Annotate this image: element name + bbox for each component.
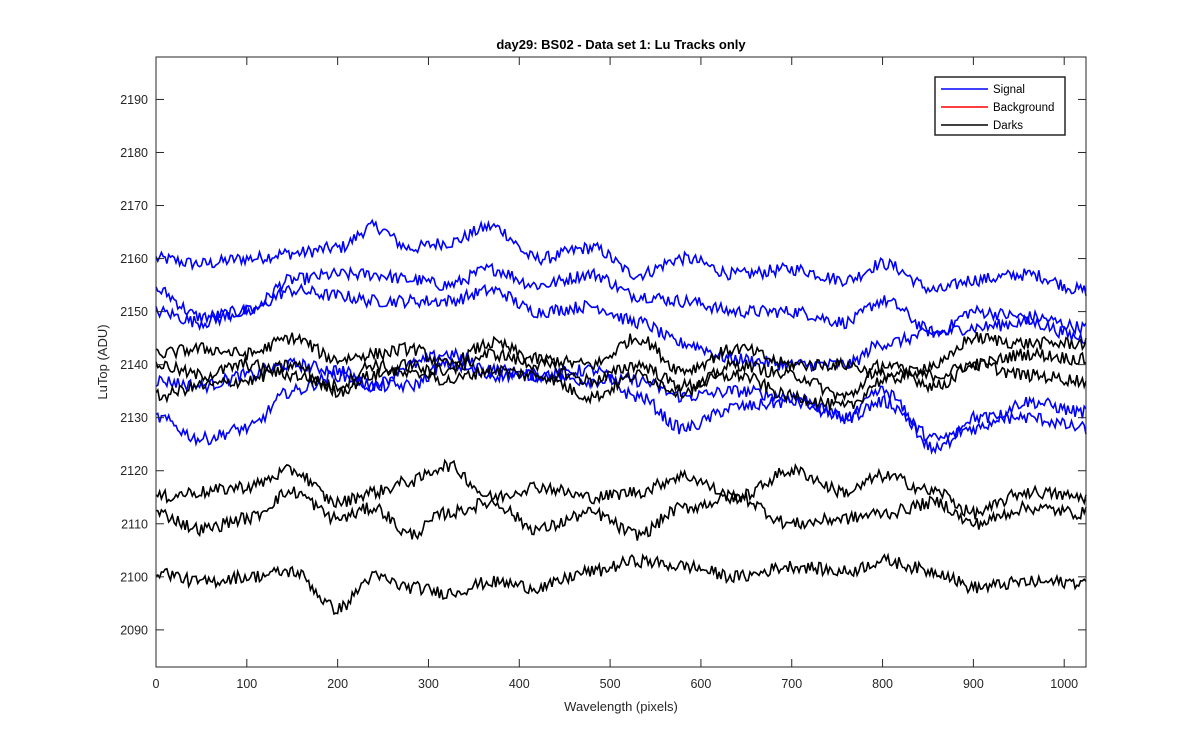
x-tick-label: 300 [418,677,439,691]
x-axis-label: Wavelength (pixels) [564,699,678,714]
plot-frame [155,56,1087,668]
y-tick-label: 2100 [120,570,148,584]
x-tick-label: 0 [153,677,160,691]
x-tick-label: 100 [236,677,257,691]
series-line-signal-0 [155,218,1087,296]
y-tick-label: 2130 [120,411,148,425]
series-line-signal-3 [155,346,1087,442]
legend: Signal Background Darks [934,76,1066,136]
legend-label-background: Background [993,102,1054,114]
x-tick-label: 800 [872,677,893,691]
x-tick-label: 400 [509,677,530,691]
x-tick-label: 500 [600,677,621,691]
y-tick-label: 2150 [120,305,148,319]
y-axis-label: LuTop (ADU) [95,324,110,399]
y-tick-label: 2110 [121,517,148,531]
legend-label-signal: Signal [993,84,1025,96]
y-tick-label: 2190 [120,93,148,107]
x-tick-label: 900 [963,677,984,691]
chart-title: day29: BS02 - Data set 1: Lu Tracks only [496,37,746,52]
series-line-darks-10 [155,552,1087,616]
series-layer [155,218,1087,616]
x-tick-label: 1000 [1050,677,1078,691]
y-tick-label: 2120 [120,464,148,478]
y-tick-label: 2090 [120,623,148,637]
series-line-darks-5 [155,332,1087,385]
y-tick-label: 2140 [120,358,148,372]
series-line-darks-8 [155,458,1087,520]
x-tick-label: 600 [690,677,711,691]
series-line-signal-1 [155,262,1087,338]
series-line-darks-9 [155,486,1087,541]
series-line-signal-2 [155,282,1087,373]
x-tick-label: 700 [781,677,802,691]
y-tick-label: 2170 [120,199,148,213]
x-tick-label: 200 [327,677,348,691]
series-line-darks-7 [155,357,1087,405]
y-tick-label: 2160 [120,252,148,266]
legend-label-darks: Darks [993,120,1023,132]
y-tick-label: 2180 [120,146,148,160]
ticks-layer: 0 100 200 300 400 500 600 700 800 900 1000 2090 2100… [120,57,1086,691]
